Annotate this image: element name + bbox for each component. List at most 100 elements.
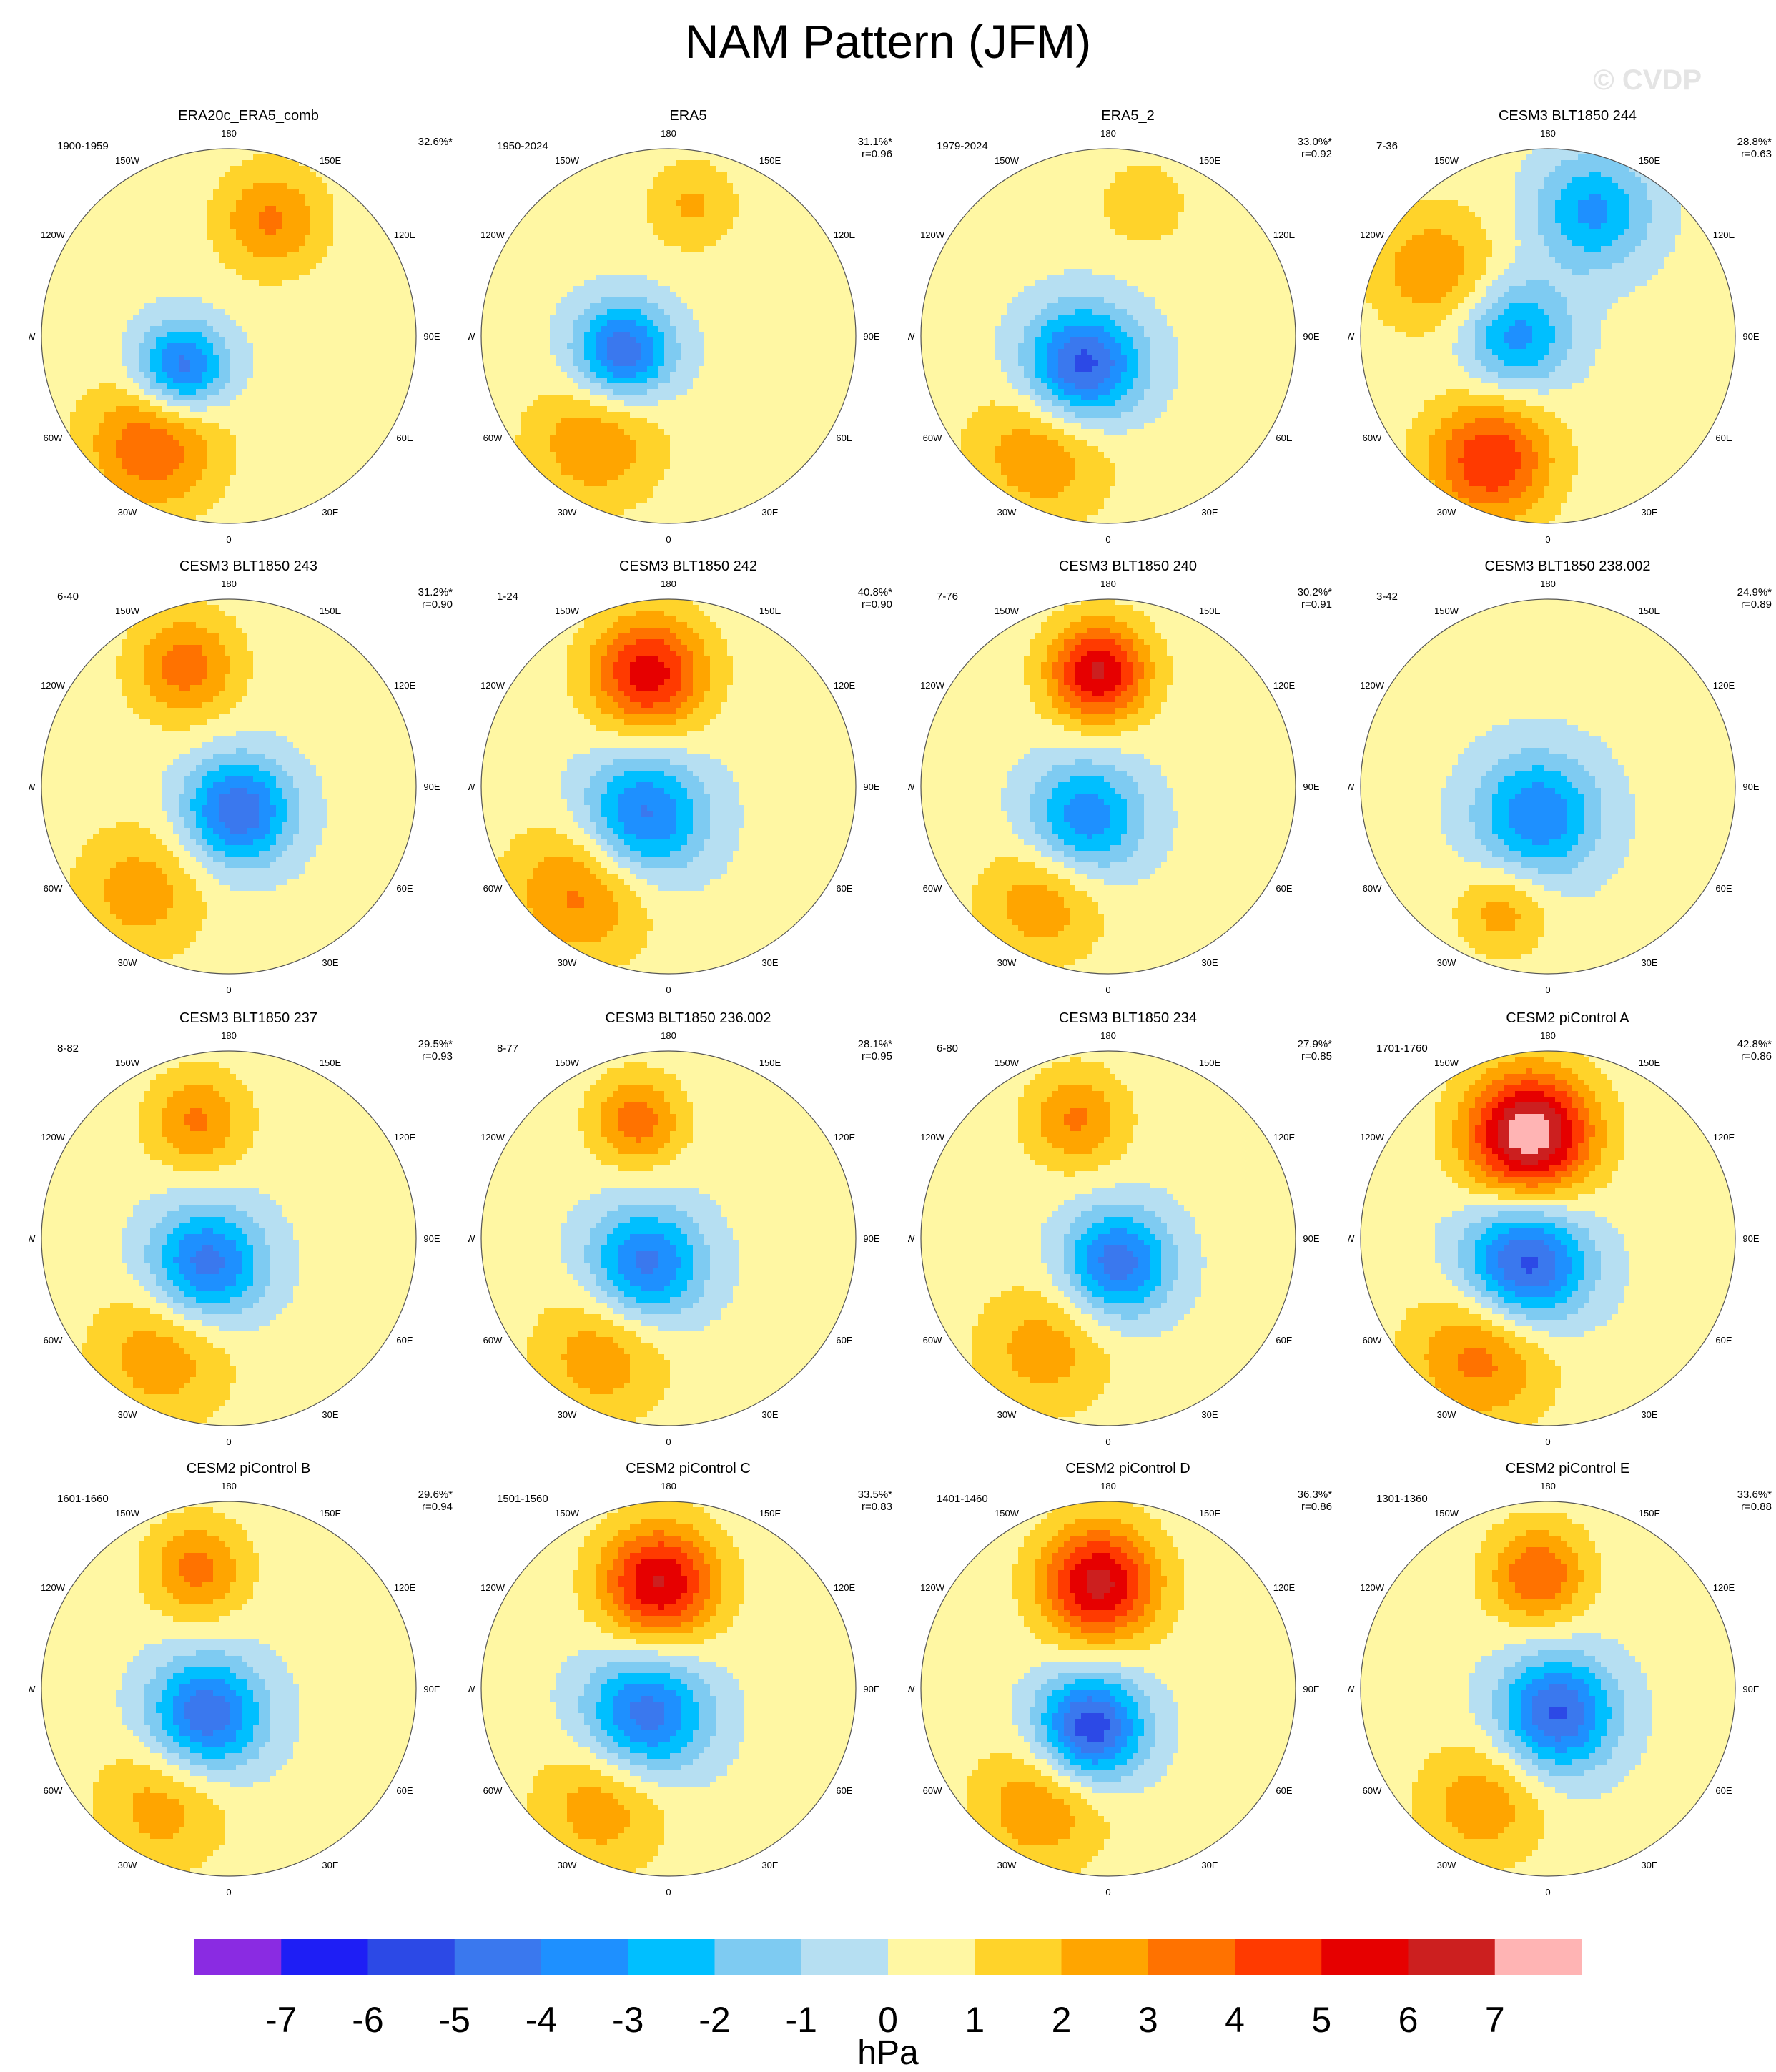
longitude-label: 150E [759,1508,781,1519]
longitude-label: 60W [483,1785,503,1796]
longitude-label: 150W [555,1057,580,1068]
longitude-label: 90W [468,331,475,342]
longitude-label: 90E [1742,1684,1759,1694]
longitude-label: 150E [320,606,342,616]
longitude-label: 120W [480,230,505,240]
longitude-label: 90E [1742,781,1759,792]
longitude-label: 0 [666,985,671,995]
longitude-label: 60E [396,883,413,894]
longitude-label: 150W [1434,1057,1459,1068]
longitude-label: 60W [1363,433,1382,443]
longitude-label: 30E [1201,957,1218,968]
longitude-label: 90W [908,331,915,342]
longitude-label: 150W [1434,1508,1459,1519]
polar-map: 180150E120E90E60E30E030W60W90W120W150W [908,1460,1348,1910]
longitude-label: 90E [423,781,440,792]
longitude-label: 120W [920,1132,945,1143]
longitude-label: 180 [1100,1481,1116,1491]
longitude-label: 60W [923,883,942,894]
longitude-label: 30E [1641,1409,1657,1420]
longitude-label: 90E [423,1684,440,1694]
longitude-label: 30E [1641,957,1657,968]
longitude-label: 180 [221,1030,237,1041]
colorbar-swatch [455,1939,542,1975]
longitude-label: 120E [834,1582,856,1593]
longitude-label: 90E [863,781,879,792]
longitude-label: 30W [997,957,1017,968]
longitude-label: 150W [995,1508,1020,1519]
longitude-label: 0 [1545,985,1550,995]
longitude-label: 30E [322,507,338,518]
longitude-label: 30W [997,507,1017,518]
colorbar-swatch [1235,1939,1322,1975]
colorbar-tick-label: 2 [1052,2001,1072,2039]
longitude-label: 120E [834,1132,856,1143]
colorbar-tick-label: 4 [1225,2001,1245,2039]
polar-map: 180150E120E90E60E30E030W60W90W120W150W [1348,107,1776,558]
longitude-label: 150E [1639,606,1661,616]
colorbar-tick-label: -1 [786,2001,817,2039]
longitude-label: 150W [555,155,580,166]
colorbar-swatch [281,1939,368,1975]
polar-map: 180150E120E90E60E30E030W60W90W120W150W [468,107,908,558]
longitude-label: 60W [923,1335,942,1346]
colorbar-swatch [1321,1939,1409,1975]
longitude-label: 120E [394,1132,416,1143]
longitude-label: 30W [1437,507,1456,518]
colorbar-tick-label: -6 [352,2001,383,2039]
longitude-label: 120E [1713,1132,1735,1143]
longitude-label: 0 [1105,534,1110,545]
colorbar-swatch [801,1939,889,1975]
longitude-label: 30W [997,1860,1017,1870]
longitude-label: 0 [666,1887,671,1898]
longitude-label: 180 [1540,578,1556,589]
longitude-label: 150W [555,1508,580,1519]
longitude-label: 150W [555,606,580,616]
longitude-label: 60W [483,433,503,443]
longitude-label: 150E [1199,1057,1221,1068]
longitude-label: 90W [908,1233,915,1244]
longitude-label: 180 [661,1481,676,1491]
longitude-label: 30E [761,957,778,968]
longitude-label: 180 [221,578,237,589]
polar-map: 180150E120E90E60E30E030W60W90W120W150W [908,1010,1348,1460]
longitude-label: 120E [1273,680,1296,691]
longitude-label: 180 [1540,1481,1556,1491]
colorbar-swatch [1062,1939,1149,1975]
longitude-label: 180 [221,128,237,139]
longitude-label: 90E [863,1684,879,1694]
longitude-label: 60E [1715,1785,1732,1796]
longitude-label: 180 [1540,128,1556,139]
longitude-label: 150E [320,1057,342,1068]
polar-map: 180150E120E90E60E30E030W60W90W120W150W [29,558,468,1008]
longitude-label: 90E [1742,1233,1759,1244]
longitude-label: 30E [322,1860,338,1870]
longitude-label: 90E [1303,1233,1319,1244]
longitude-label: 150E [320,1508,342,1519]
longitude-label: 30W [997,1409,1017,1420]
longitude-label: 120W [480,1132,505,1143]
longitude-label: 120W [41,230,66,240]
longitude-label: 60E [1276,1785,1292,1796]
colorbar-tick-label: -5 [439,2001,470,2039]
colorbar-swatch [1409,1939,1496,1975]
longitude-label: 90E [863,1233,879,1244]
colorbar-swatch [975,1939,1062,1975]
longitude-label: 120W [920,1582,945,1593]
longitude-label: 0 [226,1436,231,1447]
longitude-label: 60W [1363,1335,1382,1346]
longitude-label: 30E [1201,1860,1218,1870]
longitude-label: 120E [1713,230,1735,240]
longitude-label: 90W [468,781,475,792]
longitude-label: 60W [1363,883,1382,894]
longitude-label: 120E [1273,1132,1296,1143]
longitude-label: 120W [480,680,505,691]
colorbar-tick-label: -7 [265,2001,297,2039]
